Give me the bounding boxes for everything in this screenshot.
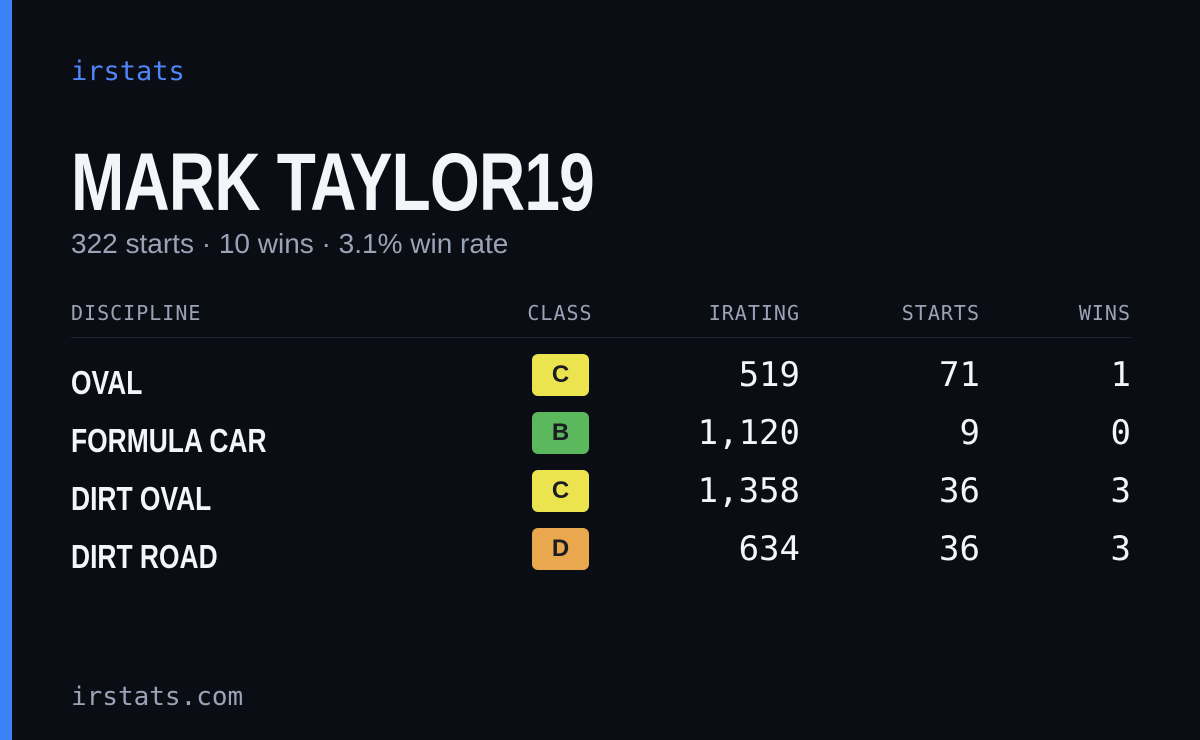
- column-header: STARTS: [901, 301, 980, 325]
- discipline: DIRT OVAL: [71, 480, 212, 517]
- discipline: OVAL: [71, 364, 143, 401]
- starts-value: 36: [939, 471, 980, 511]
- summary: 322 starts · 10 wins · 3.1% win rate: [71, 228, 509, 259]
- footer: irstats.com: [71, 682, 244, 712]
- class-badge: C: [532, 470, 589, 512]
- class-badge: B: [532, 412, 589, 454]
- class-badge: D: [532, 528, 589, 570]
- driver-name: MARK TAYLOR19: [71, 137, 595, 228]
- column-header: DISCIPLINE: [71, 301, 202, 325]
- starts-value: 36: [939, 529, 980, 569]
- irating-value: 519: [738, 355, 800, 395]
- irating-value: 634: [738, 529, 800, 569]
- column-header: CLASS: [527, 301, 593, 325]
- starts-value: 71: [939, 355, 980, 395]
- accent-bar: [0, 0, 12, 740]
- wins-value: 0: [1110, 413, 1131, 453]
- starts-value: 9: [959, 413, 980, 453]
- wins-value: 3: [1110, 471, 1131, 511]
- irating-value: 1,120: [697, 413, 800, 453]
- discipline: FORMULA CAR: [71, 422, 267, 459]
- discipline: DIRT ROAD: [71, 538, 218, 575]
- wins-value: 3: [1110, 529, 1131, 569]
- class-badge: C: [532, 354, 589, 396]
- wins-value: 1: [1110, 355, 1131, 395]
- header-rule: [71, 337, 1131, 338]
- brand: irstats: [71, 56, 185, 87]
- column-header: WINS: [1078, 301, 1131, 325]
- irating-value: 1,358: [697, 471, 800, 511]
- column-header: IRATING: [708, 301, 800, 325]
